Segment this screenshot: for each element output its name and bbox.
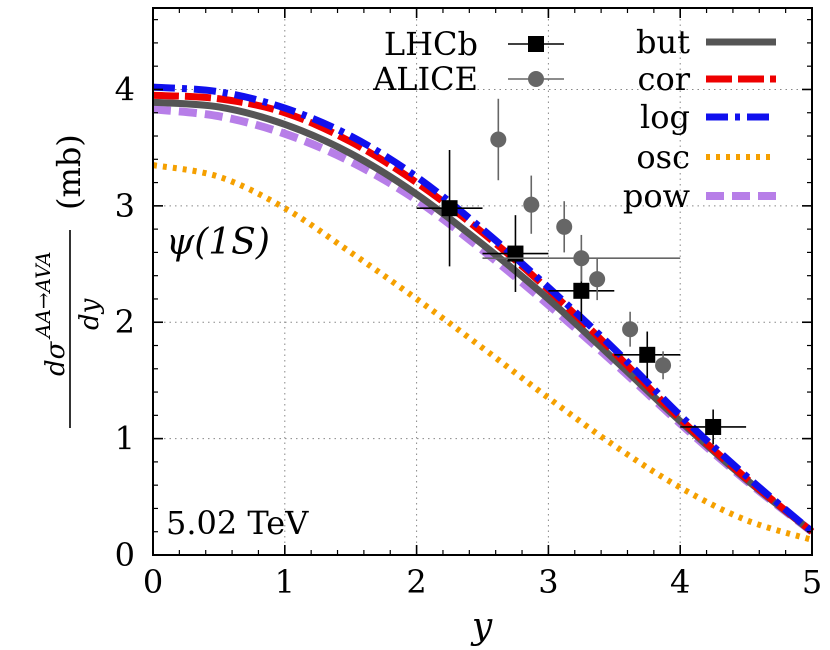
y-tick-label: 2 — [115, 303, 135, 341]
y-tick-label: 4 — [115, 70, 135, 108]
marker-circle — [490, 131, 507, 148]
axis-ticks: 0 1 2 3 4 5 0 1 2 3 4 — [115, 8, 822, 601]
x-tick-label: 4 — [670, 563, 690, 601]
series-lhcb — [416, 149, 747, 445]
data-points — [416, 98, 747, 445]
legend-label-osc: osc — [636, 138, 690, 176]
marker-circle — [573, 250, 590, 267]
y-tick-label: 3 — [115, 187, 135, 225]
particle-annotation: ψ(1S) — [166, 222, 270, 263]
legend-marker-square — [528, 36, 544, 52]
marker-square — [639, 346, 656, 363]
legend-label-alice: ALICE — [372, 60, 478, 98]
marker-circle — [622, 321, 639, 338]
marker-square — [441, 200, 458, 217]
legend-label-log: log — [640, 98, 690, 136]
x-axis-label: y — [470, 606, 493, 647]
y-label-unit: (mb) — [50, 134, 88, 210]
y-tick-label: 0 — [115, 536, 135, 574]
marker-square — [507, 245, 524, 262]
series-alice — [482, 98, 681, 380]
marker-circle — [655, 357, 672, 374]
x-tick-label: 5 — [802, 563, 822, 601]
curve-osc — [152, 162, 813, 543]
legend-marker-circle — [528, 71, 544, 87]
legend-label-cor: cor — [638, 60, 691, 98]
x-tick-label: 0 — [143, 563, 163, 601]
energy-annotation: 5.02 TeV — [166, 504, 309, 542]
x-tick-label: 2 — [406, 563, 426, 601]
y-label-superscript: AA→AVA — [31, 251, 55, 340]
x-tick-label: 3 — [538, 563, 558, 601]
marker-circle — [523, 196, 540, 213]
y-axis-label: dσ AA→AVA dy (mb) — [31, 134, 105, 428]
plot-frame — [152, 7, 813, 556]
y-tick-label: 1 — [115, 420, 135, 458]
marker-square — [705, 418, 722, 435]
y-label-denominator: dy — [75, 298, 105, 330]
marker-square — [573, 282, 590, 299]
marker-circle — [589, 271, 606, 288]
y-label-numerator: dσ — [41, 340, 71, 376]
x-tick-label: 1 — [275, 563, 295, 601]
legend-label-lhcb: LHCb — [384, 25, 478, 63]
legend-label-but: but — [636, 23, 690, 61]
legend-label-pow: pow — [623, 177, 690, 215]
model-curves — [152, 83, 815, 543]
marker-circle — [556, 218, 573, 235]
curve-but — [152, 98, 815, 535]
curve-log — [152, 83, 815, 535]
